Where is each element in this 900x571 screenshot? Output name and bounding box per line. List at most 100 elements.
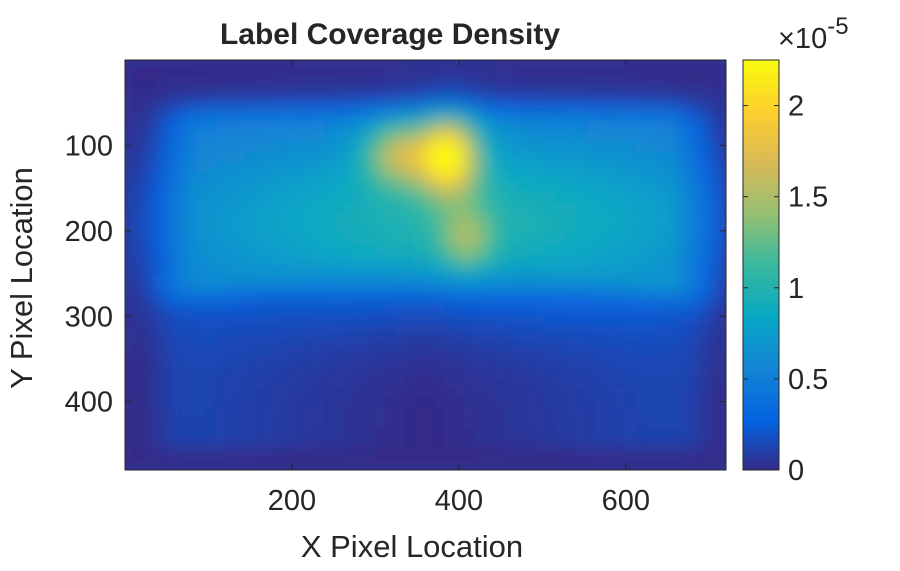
heatmap-cell <box>435 367 447 379</box>
heatmap-cell <box>234 69 246 81</box>
heatmap-cell <box>134 121 146 133</box>
heatmap-cell <box>685 69 697 81</box>
heatmap-cell <box>465 387 477 399</box>
heatmap-cell <box>184 449 196 461</box>
heatmap-cell <box>194 254 206 266</box>
heatmap-cell <box>304 172 316 184</box>
heatmap-cell <box>204 69 216 81</box>
heatmap-cell <box>274 418 286 430</box>
heatmap-cell <box>264 90 276 102</box>
heatmap-cell <box>364 346 376 358</box>
heatmap-cell <box>144 254 156 266</box>
heatmap-cell <box>364 459 376 470</box>
heatmap-cell <box>154 203 166 215</box>
heatmap-cell <box>244 213 256 225</box>
heatmap-cell <box>184 121 196 133</box>
heatmap-cell <box>655 428 667 440</box>
heatmap-cell <box>274 408 286 420</box>
heatmap-cell <box>194 305 206 317</box>
heatmap-cell <box>304 408 316 420</box>
heatmap-cell <box>455 182 467 194</box>
heatmap-cell <box>475 305 487 317</box>
heatmap-cell <box>364 162 376 174</box>
heatmap-cell <box>144 285 156 297</box>
heatmap-cell <box>384 244 396 256</box>
heatmap-cell <box>625 397 637 409</box>
heatmap-cell <box>635 203 647 215</box>
heatmap-cell <box>254 233 266 245</box>
heatmap-cell <box>485 151 497 163</box>
heatmap-cell <box>535 182 547 194</box>
heatmap-cell <box>465 408 477 420</box>
heatmap-cell <box>425 203 437 215</box>
heatmap-cell <box>435 162 447 174</box>
heatmap-cell <box>144 438 156 450</box>
heatmap-cell <box>515 418 527 430</box>
heatmap-cell <box>314 438 326 450</box>
heatmap-cell <box>364 305 376 317</box>
heatmap-cell <box>374 244 386 256</box>
heatmap-cell <box>394 356 406 368</box>
heatmap-cell <box>354 305 366 317</box>
heatmap-cell <box>445 315 457 327</box>
heatmap-cell <box>695 326 707 338</box>
heatmap-cell <box>585 315 597 327</box>
heatmap-cell <box>174 346 186 358</box>
heatmap-cell <box>585 438 597 450</box>
heatmap-cell <box>244 315 256 327</box>
heatmap-cell <box>404 110 416 122</box>
heatmap-cell <box>384 131 396 143</box>
heatmap-cell <box>364 151 376 163</box>
heatmap-cell <box>675 110 687 122</box>
heatmap-cell <box>515 459 527 470</box>
heatmap-cell <box>324 367 336 379</box>
heatmap-cell <box>685 387 697 399</box>
heatmap-cell <box>314 346 326 358</box>
heatmap-cell <box>695 459 707 470</box>
heatmap-cell <box>344 254 356 266</box>
heatmap-cell <box>374 254 386 266</box>
heatmap-cell <box>625 110 637 122</box>
heatmap-cell <box>485 346 497 358</box>
heatmap-cell <box>374 356 386 368</box>
heatmap-cell <box>435 60 447 71</box>
heatmap-cell <box>324 408 336 420</box>
heatmap-cell <box>134 326 146 338</box>
heatmap-cell <box>154 305 166 317</box>
heatmap-cell <box>645 295 657 307</box>
heatmap-cell <box>184 397 196 409</box>
heatmap-cell <box>505 315 517 327</box>
heatmap-cell <box>505 264 517 276</box>
heatmap-cell <box>374 295 386 307</box>
heatmap-cell <box>715 408 726 420</box>
heatmap-cell <box>445 69 457 81</box>
heatmap-cell <box>254 418 266 430</box>
heatmap-cell <box>555 162 567 174</box>
heatmap-cell <box>605 346 617 358</box>
heatmap-cell <box>565 326 577 338</box>
heatmap-cell <box>364 244 376 256</box>
heatmap-cell <box>164 172 176 184</box>
heatmap-cell <box>625 60 637 71</box>
heatmap-cell <box>575 254 587 266</box>
heatmap-cell <box>414 69 426 81</box>
heatmap-cell <box>515 69 527 81</box>
heatmap-cell <box>144 121 156 133</box>
heatmap-cell <box>284 244 296 256</box>
heatmap-cell <box>465 377 477 389</box>
heatmap-cell <box>214 162 226 174</box>
heatmap-cell <box>645 244 657 256</box>
heatmap-cell <box>425 315 437 327</box>
heatmap-cell <box>545 254 557 266</box>
heatmap-cell <box>525 408 537 420</box>
heatmap-cell <box>625 428 637 440</box>
heatmap-cell <box>475 274 487 286</box>
heatmap-cell <box>164 90 176 102</box>
heatmap-cell <box>164 285 176 297</box>
heatmap-cell <box>194 346 206 358</box>
heatmap-cell <box>505 428 517 440</box>
heatmap-cell <box>515 377 527 389</box>
heatmap-cell <box>595 346 607 358</box>
heatmap-cell <box>605 315 617 327</box>
heatmap-cell <box>455 387 467 399</box>
